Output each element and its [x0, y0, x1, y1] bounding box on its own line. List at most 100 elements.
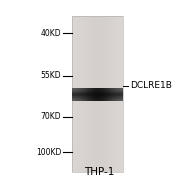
Bar — [101, 15, 102, 172]
Bar — [118, 15, 119, 172]
Bar — [82, 15, 83, 172]
Bar — [104, 88, 105, 101]
Bar — [99, 15, 100, 172]
Bar — [73, 15, 74, 172]
Bar — [72, 15, 73, 172]
Bar — [91, 15, 92, 172]
Bar — [83, 15, 84, 172]
Bar — [98, 88, 99, 101]
Bar — [104, 15, 105, 172]
Bar — [119, 15, 120, 172]
Bar — [80, 15, 81, 172]
Bar — [72, 95, 123, 96]
Bar — [77, 15, 78, 172]
Bar — [118, 88, 119, 101]
Bar — [99, 88, 100, 101]
Bar — [100, 15, 101, 172]
Text: DCLRE1B: DCLRE1B — [130, 81, 172, 90]
Text: 70KD: 70KD — [41, 112, 61, 121]
Bar — [93, 15, 94, 172]
Bar — [111, 15, 112, 172]
Bar — [94, 15, 95, 172]
Bar — [107, 15, 108, 172]
Bar — [81, 15, 82, 172]
Bar — [72, 96, 123, 97]
Bar — [72, 100, 123, 101]
Bar — [103, 88, 104, 101]
Bar — [72, 98, 123, 99]
Bar — [72, 88, 73, 101]
Bar — [72, 15, 123, 172]
Bar — [87, 88, 88, 101]
Bar — [93, 88, 94, 101]
Text: THP-1: THP-1 — [84, 166, 114, 177]
Bar — [72, 99, 123, 100]
Bar — [117, 15, 118, 172]
Bar — [89, 88, 90, 101]
Bar — [121, 15, 122, 172]
Bar — [75, 15, 76, 172]
Bar — [83, 88, 84, 101]
Bar — [113, 88, 114, 101]
Bar — [95, 88, 96, 101]
Text: 55KD: 55KD — [41, 71, 61, 80]
Bar — [110, 88, 111, 101]
Bar — [86, 88, 87, 101]
Bar — [91, 88, 92, 101]
Bar — [115, 15, 116, 172]
Bar — [101, 88, 102, 101]
Bar — [114, 15, 115, 172]
Bar — [122, 88, 123, 101]
Text: 100KD: 100KD — [36, 148, 61, 157]
Bar — [77, 88, 78, 101]
Bar — [85, 15, 86, 172]
Bar — [74, 15, 75, 172]
Bar — [89, 15, 90, 172]
Bar — [74, 88, 75, 101]
Bar — [108, 15, 109, 172]
Bar — [120, 15, 121, 172]
Bar — [109, 15, 110, 172]
Bar — [119, 88, 120, 101]
Bar — [116, 15, 117, 172]
Bar — [72, 89, 123, 90]
Bar — [90, 88, 91, 101]
Bar — [96, 15, 97, 172]
Bar — [78, 88, 79, 101]
Bar — [108, 88, 109, 101]
Bar — [97, 15, 98, 172]
Bar — [92, 88, 93, 101]
Bar — [72, 92, 123, 93]
Bar — [87, 15, 88, 172]
Bar — [85, 88, 86, 101]
Bar — [72, 91, 123, 92]
Bar — [79, 88, 80, 101]
Bar — [114, 88, 115, 101]
Bar — [115, 88, 116, 101]
Text: 40KD: 40KD — [41, 29, 61, 38]
Bar — [122, 15, 123, 172]
Bar — [95, 15, 96, 172]
Bar — [110, 15, 111, 172]
Bar — [120, 88, 121, 101]
Bar — [112, 15, 113, 172]
Bar — [88, 15, 89, 172]
Bar — [106, 15, 107, 172]
Bar — [97, 88, 98, 101]
Bar — [107, 88, 108, 101]
Bar — [103, 88, 104, 101]
Bar — [105, 15, 106, 172]
Bar — [72, 97, 123, 98]
Bar — [112, 88, 113, 101]
Bar — [80, 88, 81, 101]
Bar — [90, 15, 91, 172]
Bar — [103, 15, 104, 172]
Bar — [84, 88, 85, 101]
Bar — [76, 15, 77, 172]
Bar — [96, 88, 97, 101]
Bar — [79, 15, 80, 172]
Bar — [86, 15, 87, 172]
Bar — [109, 88, 110, 101]
Bar — [100, 88, 101, 101]
Bar — [81, 88, 82, 101]
